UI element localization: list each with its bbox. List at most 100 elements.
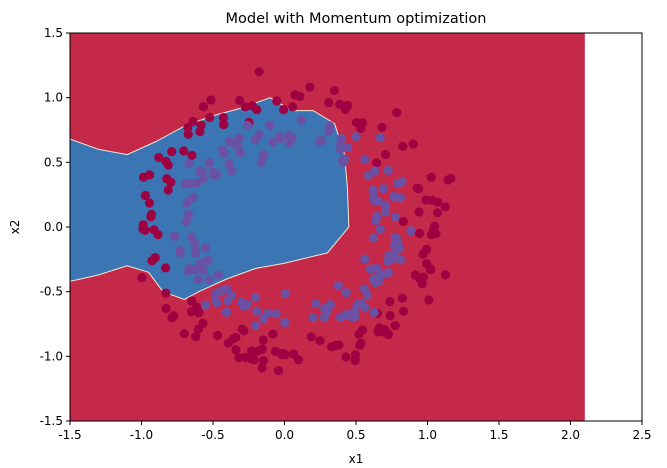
scatter-point-class-1	[378, 184, 389, 194]
scatter-point-class-1	[341, 309, 351, 320]
scatter-point-class-1	[368, 233, 379, 243]
scatter-point-class-0	[424, 295, 434, 305]
scatter-point-class-1	[376, 270, 387, 280]
scatter-point-class-1	[365, 264, 376, 274]
scatter-point-class-1	[221, 307, 232, 317]
scatter-point-class-1	[200, 300, 211, 310]
scatter-point-class-1	[235, 147, 245, 158]
scatter-point-class-1	[380, 200, 391, 210]
scatter-point-class-1	[383, 165, 393, 175]
scatter-point-class-0	[179, 329, 189, 339]
scatter-point-class-1	[343, 142, 353, 153]
scatter-point-class-0	[161, 288, 171, 298]
scatter-point-class-1	[276, 133, 286, 144]
scatter-point-class-0	[273, 366, 284, 376]
scatter-points	[137, 67, 456, 376]
scatter-point-class-1	[375, 133, 385, 143]
scatter-point-class-0	[408, 139, 418, 149]
scatter-point-class-0	[161, 304, 171, 314]
scatter-point-class-1	[227, 291, 237, 301]
scatter-point-class-0	[306, 332, 316, 342]
scatter-point-class-0	[187, 150, 197, 160]
scatter-point-class-0	[237, 324, 247, 334]
scatter-point-class-0	[205, 112, 215, 123]
scatter-point-class-0	[374, 323, 384, 333]
scatter-point-class-0	[426, 172, 436, 182]
scatter-point-class-0	[288, 102, 298, 112]
scatter-point-class-0	[385, 296, 395, 307]
scatter-point-class-0	[258, 356, 269, 366]
scatter-point-class-0	[398, 216, 408, 227]
scatter-point-class-0	[371, 158, 382, 168]
scatter-point-class-0	[279, 104, 289, 115]
scatter-point-class-0	[187, 296, 197, 306]
scatter-point-class-1	[191, 178, 202, 188]
x-tick-label: 2.5	[632, 428, 651, 442]
scatter-point-class-0	[440, 202, 450, 212]
y-tick-label: -0.5	[40, 285, 63, 299]
scatter-point-class-1	[396, 255, 406, 265]
scatter-point-class-1	[333, 281, 343, 291]
scatter-point-class-1	[314, 136, 325, 146]
scatter-point-class-0	[161, 263, 171, 273]
scatter-point-class-0	[212, 330, 223, 341]
scatter-point-class-0	[341, 352, 351, 362]
scatter-point-class-1	[371, 216, 381, 226]
scatter-point-class-1	[250, 321, 261, 331]
scatter-point-class-1	[250, 135, 260, 145]
scatter-point-class-1	[325, 300, 336, 310]
scatter-point-class-1	[180, 179, 191, 189]
scatter-point-class-0	[385, 310, 395, 321]
scatter-point-class-1	[362, 290, 372, 300]
scatter-point-class-0	[410, 270, 420, 280]
chart-title: Model with Momentum optimization	[226, 11, 487, 27]
scatter-point-class-1	[370, 166, 380, 176]
scatter-point-class-0	[218, 112, 229, 123]
scatter-point-class-0	[324, 97, 334, 108]
x-tick-label: 0.5	[346, 428, 365, 442]
x-tick-label: 1.5	[489, 428, 508, 442]
y-tick-label: 1.5	[44, 26, 63, 40]
scatter-point-class-0	[145, 170, 155, 180]
scatter-point-class-0	[191, 332, 201, 342]
y-tick-label: -1.5	[40, 414, 63, 428]
scatter-point-class-1	[360, 254, 370, 264]
scatter-point-class-0	[430, 221, 440, 231]
scatter-point-class-0	[357, 118, 368, 128]
x-tick-label: -1.0	[130, 428, 153, 442]
scatter-point-class-0	[327, 342, 337, 352]
scatter-point-class-0	[415, 228, 425, 239]
scatter-point-class-0	[247, 346, 257, 356]
scatter-point-class-1	[336, 144, 346, 154]
scatter-point-class-0	[414, 207, 424, 217]
scatter-point-class-1	[319, 313, 329, 323]
scatter-point-class-1	[280, 289, 291, 299]
scatter-point-class-1	[188, 192, 198, 202]
scatter-point-class-1	[170, 231, 180, 242]
scatter-point-class-0	[258, 335, 268, 345]
scatter-point-class-1	[375, 224, 386, 235]
scatter-point-class-0	[231, 345, 241, 355]
scatter-point-class-0	[234, 353, 244, 363]
scatter-point-class-1	[392, 234, 402, 244]
scatter-point-class-1	[373, 196, 384, 207]
scatter-point-class-0	[397, 293, 408, 303]
scatter-point-class-1	[268, 137, 278, 147]
scatter-point-class-1	[341, 287, 351, 298]
scatter-point-class-0	[166, 177, 176, 187]
scatter-point-class-0	[257, 344, 267, 354]
scatter-point-class-1	[340, 154, 350, 164]
scatter-point-class-1	[198, 174, 209, 184]
scatter-point-class-0	[290, 90, 300, 100]
scatter-point-class-0	[234, 95, 245, 105]
scatter-point-class-1	[211, 295, 221, 305]
scatter-point-class-0	[219, 119, 229, 130]
scatter-point-class-0	[398, 141, 408, 151]
scatter-point-class-1	[308, 312, 318, 323]
scatter-point-class-1	[202, 256, 212, 266]
y-tick-label: 0.0	[44, 220, 63, 234]
scatter-point-class-1	[183, 209, 194, 220]
scatter-point-class-0	[195, 127, 205, 137]
scatter-point-class-0	[206, 95, 216, 105]
